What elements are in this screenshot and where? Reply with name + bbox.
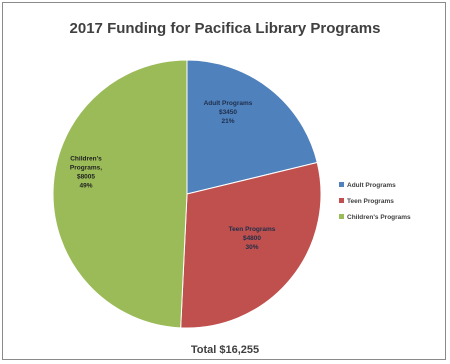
legend-item-label: Children's Programs — [347, 214, 411, 221]
slice-label: Teen Programs $4800 30% — [229, 226, 276, 251]
legend-swatch — [339, 214, 344, 219]
pie-slice-teen-programs — [180, 161, 322, 329]
pie-slice-adult-programs — [186, 59, 318, 195]
slice-label: Adult Programs $3450 21% — [204, 100, 253, 125]
pie-slice-children-s-programs — [52, 59, 188, 329]
legend-swatch — [339, 182, 344, 187]
legend-swatch — [339, 198, 344, 203]
legend-item-label: Teen Programs — [347, 198, 394, 205]
legend-item-label: Adult Programs — [347, 182, 396, 189]
total-label: Total $16,255 — [190, 344, 260, 356]
chart-title: 2017 Funding for Pacifica Library Progra… — [69, 20, 381, 37]
slice-label: Children's Programs, $8005 49% — [70, 156, 102, 190]
